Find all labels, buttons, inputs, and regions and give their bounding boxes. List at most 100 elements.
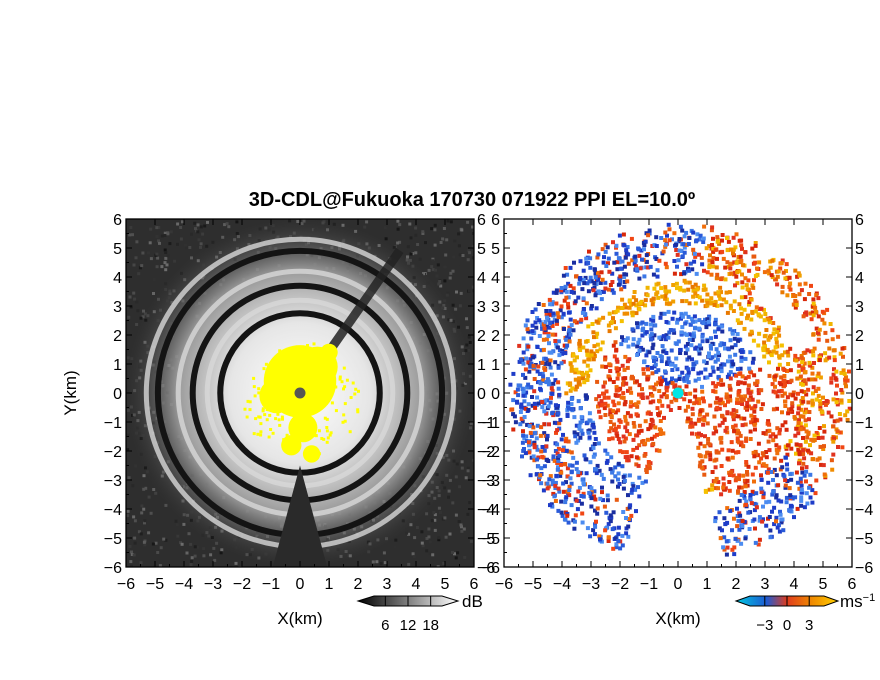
velocity-pixel	[702, 418, 707, 423]
velocity-pixel	[821, 463, 826, 468]
velocity-pixel	[808, 495, 813, 500]
velocity-pixel	[595, 349, 600, 354]
velocity-pixel	[788, 368, 793, 373]
velocity-pixel	[695, 232, 700, 237]
velocity-pixel	[804, 407, 808, 412]
velocity-pixel	[535, 423, 540, 428]
velocity-pixel	[594, 397, 599, 402]
saturated-pixel	[324, 401, 328, 405]
velocity-pixel	[646, 367, 650, 372]
velocity-pixel	[567, 335, 571, 340]
velocity-pixel	[795, 506, 800, 511]
velocity-pixel	[664, 385, 669, 389]
velocity-pixel	[713, 359, 718, 364]
velocity-pixel	[764, 500, 769, 505]
velocity-pixel	[686, 404, 690, 409]
noise-speck	[461, 254, 465, 257]
velocity-pixel	[607, 516, 612, 521]
noise-speck	[421, 231, 425, 235]
y-tick-label: 2	[113, 328, 122, 345]
velocity-pixel	[703, 454, 708, 459]
velocity-pixel	[783, 478, 788, 483]
noise-speck	[144, 486, 148, 490]
saturated-blob	[281, 435, 302, 456]
velocity-pixel	[783, 350, 787, 355]
velocity-pixel	[582, 380, 587, 385]
velocity-pixel	[624, 381, 629, 386]
velocity-pixel	[740, 246, 744, 251]
y-tick-label-right: −1	[855, 415, 873, 432]
velocity-pixel	[530, 395, 534, 399]
velocity-pixel	[785, 380, 790, 385]
velocity-pixel	[801, 366, 806, 371]
saturated-pixel	[262, 367, 266, 371]
velocity-pixel	[715, 396, 720, 401]
velocity-pixel	[536, 464, 541, 469]
velocity-pixel	[591, 454, 596, 459]
velocity-pixel	[826, 410, 831, 415]
velocity-pixel	[680, 299, 685, 304]
velocity-pixel	[789, 407, 794, 412]
velocity-pixel	[531, 363, 536, 368]
velocity-pixel	[732, 336, 737, 341]
velocity-pixel	[736, 429, 740, 434]
velocity-pixel	[658, 376, 662, 381]
velocity-pixel	[683, 311, 688, 316]
velocity-pixel	[626, 534, 631, 539]
velocity-pixel	[807, 377, 812, 382]
velocity-pixel	[787, 285, 792, 289]
velocity-pixel	[596, 252, 601, 257]
y-tick-label-right: −6	[855, 560, 873, 577]
velocity-pixel	[551, 454, 556, 459]
velocity-pixel	[635, 404, 640, 409]
velocity-pixel	[745, 470, 749, 474]
left-panel: −6 −5 −4 −3 −2 −1 0 1 2 3 4 5 6−6 −6−5 −5−4 −4−3 −3−2 −2−…	[61, 212, 495, 628]
velocity-pixel	[750, 489, 755, 494]
velocity-pixel	[549, 395, 553, 400]
velocity-pixel	[711, 369, 716, 374]
noise-speck	[141, 251, 145, 255]
velocity-pixel	[762, 354, 767, 359]
noise-speck	[416, 243, 420, 246]
velocity-pixel	[596, 404, 600, 409]
velocity-pixel	[693, 301, 698, 306]
velocity-pixel	[720, 233, 725, 237]
velocity-pixel	[593, 271, 598, 276]
velocity-pixel	[589, 304, 594, 308]
velocity-pixel	[588, 256, 593, 261]
y-tick-label-right: 0	[855, 386, 864, 403]
velocity-pixel	[719, 290, 723, 295]
y-tick-label-right: −5	[855, 531, 873, 548]
noise-speck	[433, 223, 437, 227]
saturated-pixel	[314, 433, 318, 437]
velocity-pixel	[798, 374, 803, 379]
velocity-pixel	[762, 340, 767, 345]
velocity-pixel	[615, 308, 620, 313]
velocity-pixel	[709, 272, 714, 277]
velocity-pixel	[776, 366, 780, 371]
velocity-pixel	[694, 360, 699, 365]
velocity-pixel	[755, 380, 760, 384]
velocity-pixel	[707, 265, 712, 270]
velocity-pixel	[588, 534, 593, 539]
velocity-pixel	[686, 416, 691, 421]
velocity-pixel	[770, 382, 775, 387]
velocity-pixel	[719, 369, 724, 374]
velocity-pixel	[657, 258, 662, 263]
velocity-pixel	[746, 374, 751, 379]
velocity-pixel	[707, 351, 711, 356]
velocity-pixel	[761, 431, 766, 436]
x-tick-label: −1	[262, 576, 280, 593]
velocity-pixel	[532, 442, 537, 447]
velocity-pixel	[655, 406, 660, 411]
velocity-pixel	[622, 275, 627, 280]
velocity-pixel	[735, 332, 740, 337]
velocity-pixel	[682, 331, 687, 336]
velocity-pixel	[650, 244, 655, 248]
velocity-pixel	[788, 493, 793, 498]
velocity-pixel	[690, 319, 695, 324]
velocity-pixel	[721, 482, 726, 487]
velocity-pixel	[715, 239, 720, 244]
velocity-pixel	[652, 359, 656, 363]
velocity-pixel	[563, 266, 568, 270]
